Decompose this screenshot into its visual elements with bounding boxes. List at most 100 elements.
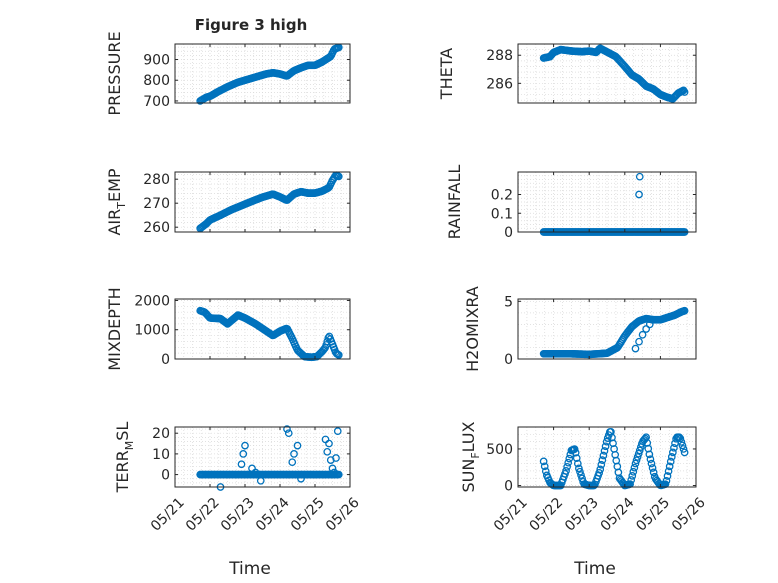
data-point [670, 443, 678, 452]
series-theta [539, 44, 689, 103]
data-point [635, 172, 644, 181]
data-point [645, 320, 654, 329]
data-point [239, 450, 248, 458]
data-point [330, 468, 339, 477]
data-point [598, 456, 607, 464]
y-tick-label: 0 [161, 468, 170, 484]
x-tick-label: 05/24 [598, 495, 638, 535]
panel-air_temp: 260 270 280 AIRTEMP [105, 168, 351, 236]
data-point [635, 190, 643, 199]
data-point [597, 460, 606, 469]
y-tick-label: 280 [143, 172, 170, 188]
series-mixdepth [196, 306, 343, 362]
axis-box [174, 171, 351, 233]
y-tick-label: 800 [143, 73, 170, 89]
y-axis-label-h2omixra: H2OMIXRA [463, 286, 482, 372]
axis-box [174, 298, 351, 360]
y-tick-label: 0.1 [491, 206, 513, 222]
y-axis-label-pressure: PRESSURE [105, 31, 124, 115]
data-point [323, 447, 332, 456]
data-point [628, 472, 637, 480]
x-tick-label: 05/23 [218, 495, 258, 535]
y-tick-label: 286 [486, 76, 513, 92]
data-point [648, 464, 657, 472]
x-tick-label: 05/25 [633, 495, 673, 535]
y-tick-label: 0 [504, 352, 513, 368]
y-axis-label-terr_msl: TERRMSL [113, 422, 136, 494]
y-axis-label-rainfall: RAINFALL [445, 165, 464, 240]
data-point [680, 448, 689, 457]
x-tick-label: 05/26 [323, 495, 363, 535]
data-point [633, 453, 642, 461]
data-point [589, 481, 598, 490]
data-point [577, 471, 585, 479]
data-point [332, 454, 340, 462]
y-tick-label: 0 [161, 352, 170, 368]
x-tick-label: 05/22 [183, 495, 223, 535]
data-point [288, 458, 297, 467]
series-h2omixra [539, 306, 689, 359]
data-point [631, 344, 640, 353]
y-axis-label-theta: THETA [437, 48, 456, 100]
data-point [679, 445, 688, 453]
data-point [563, 462, 571, 471]
x-axis-label-right: Time [573, 559, 616, 579]
data-point [571, 448, 580, 457]
data-point [647, 459, 656, 468]
y-tick-label: 500 [486, 442, 513, 458]
data-point [634, 449, 643, 458]
panel-rainfall: 0 0.1 0.2 RAINFALL [445, 165, 697, 241]
y-tick-label: 1000 [134, 323, 170, 339]
axis-box [517, 298, 697, 360]
data-point [600, 447, 609, 455]
data-point [641, 434, 649, 443]
x-tick-label: 05/25 [288, 495, 328, 535]
data-point [601, 442, 610, 451]
y-tick-label: 270 [143, 196, 170, 212]
data-point [638, 330, 647, 339]
data-point [630, 463, 639, 472]
data-point [293, 441, 302, 450]
data-point [646, 455, 655, 464]
y-tick-label: 0.2 [491, 188, 513, 204]
x-axis-label-left: Time [228, 559, 271, 579]
data-point [649, 468, 658, 477]
data-point [680, 88, 689, 96]
data-point [645, 450, 654, 459]
data-point [283, 425, 291, 433]
y-axis-label-sun_flux: SUNFLUX [459, 421, 482, 492]
data-point [334, 351, 343, 359]
data-point [595, 469, 604, 477]
data-point [627, 476, 636, 484]
x-tick-label: 05/21 [148, 495, 188, 535]
axis-box [517, 171, 697, 233]
data-point [251, 468, 260, 477]
axis-box [517, 426, 697, 488]
data-point [669, 448, 677, 457]
y-tick-label: 0 [504, 479, 513, 495]
data-point [573, 459, 582, 468]
axis-box [517, 43, 697, 104]
data-point [576, 467, 584, 476]
x-tick-label: 05/22 [526, 495, 566, 535]
data-point [565, 454, 574, 463]
data-point [334, 470, 343, 479]
x-tick-label: 05/26 [669, 495, 709, 535]
y-tick-label: 5 [504, 294, 513, 310]
x-tick-label: 05/24 [253, 495, 293, 535]
data-point [564, 458, 573, 467]
data-point [541, 467, 550, 476]
data-point [256, 476, 265, 485]
data-point [667, 453, 676, 461]
data-point [572, 454, 581, 462]
y-tick-label: 20 [152, 426, 170, 442]
data-point [629, 467, 638, 476]
series-terr_msl [196, 425, 343, 491]
data-point [328, 464, 337, 473]
series-air_temp [196, 171, 343, 233]
data-point [663, 472, 672, 480]
data-point [664, 467, 673, 476]
